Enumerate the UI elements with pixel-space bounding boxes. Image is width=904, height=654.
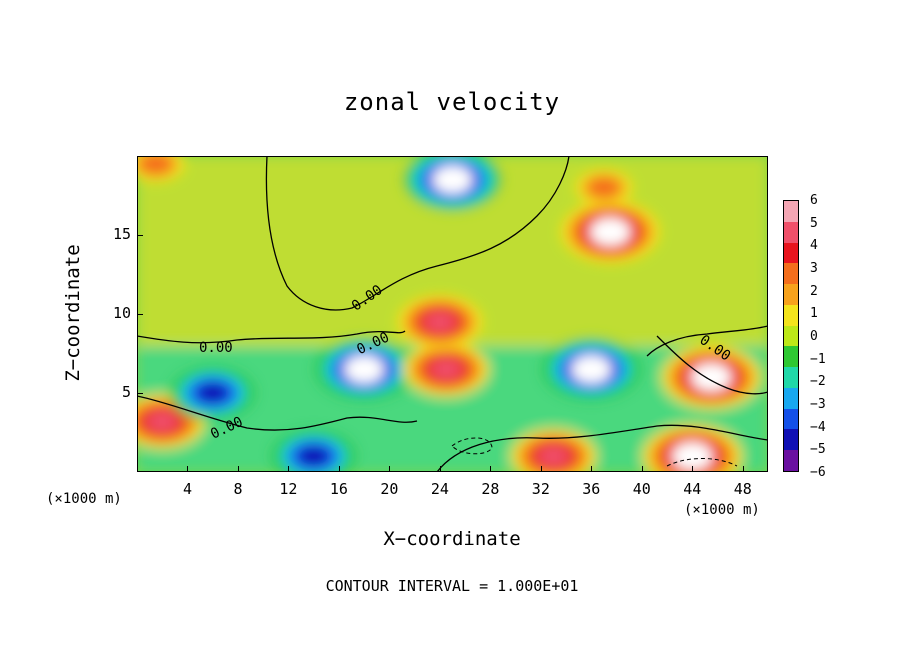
plot-area: 0.00 0.00 0.00 0.00 0.00: [137, 156, 768, 472]
contour-zero-right: [646, 325, 768, 357]
x-tick-label: 44: [683, 480, 702, 498]
x-tick-label: 40: [632, 480, 651, 498]
field-feature: [588, 178, 619, 198]
colorbar-label: −6: [810, 465, 826, 480]
x-tick-mark: [540, 466, 542, 472]
colorbar-label: −4: [810, 419, 826, 435]
x-tick-label: 24: [430, 480, 449, 498]
x-axis-label: X−coordinate: [383, 528, 521, 550]
colorbar-label: 4: [810, 238, 818, 254]
contour-zero-bottom: [436, 424, 768, 472]
y-tick-mark: [137, 393, 143, 394]
colorbar-label: −2: [810, 374, 826, 390]
x-tick-mark: [591, 466, 593, 472]
colorbar-label: 3: [810, 261, 818, 276]
field-saturated: [344, 355, 385, 384]
field-feature: [197, 383, 228, 403]
field-saturated: [691, 363, 732, 392]
x-tick-mark: [641, 466, 643, 472]
x-tick-mark: [338, 466, 340, 472]
colorbar-segment: [784, 450, 798, 471]
colorbar: [783, 200, 799, 472]
x-tick-label: 28: [481, 480, 500, 498]
colorbar-segment: [784, 242, 798, 264]
y-tick-label: 5: [121, 383, 131, 401]
colorbar-segment: [784, 408, 798, 430]
x-tick-mark: [490, 466, 492, 472]
x-tick-label: 8: [233, 480, 243, 498]
x-tick-mark: [237, 466, 239, 472]
contour-zero-upper: [265, 156, 570, 311]
colorbar-segment: [784, 284, 798, 305]
contour-label: 0.00: [199, 340, 233, 356]
field-feature: [298, 446, 329, 466]
contour-zero-mid: [137, 330, 406, 344]
colorbar-label: −5: [810, 442, 826, 458]
colorbar-label: 6: [810, 193, 818, 208]
field-feature: [538, 446, 569, 466]
colorbar-label: 2: [810, 283, 818, 299]
y-tick-label: 15: [112, 225, 131, 243]
x-tick-label: 32: [531, 480, 550, 498]
contour-zero-low: [137, 395, 418, 431]
x-tick-mark: [439, 466, 441, 472]
colorbar-segment: [784, 201, 798, 222]
y-tick-label: 10: [112, 304, 131, 322]
x-tick-label: 16: [329, 480, 348, 498]
y-tick-mark: [137, 235, 143, 236]
field-saturated: [571, 355, 612, 384]
colorbar-segment: [784, 263, 798, 285]
colorbar-label: −1: [810, 351, 826, 367]
field-saturated: [432, 165, 473, 194]
y-axis-label: Z−coordinate: [62, 244, 84, 382]
x-tick-label: 12: [279, 480, 298, 498]
field-feature: [424, 312, 455, 332]
contour-zero-right-low: [656, 335, 768, 395]
colorbar-segment: [784, 387, 798, 409]
colorbar-label: −3: [810, 397, 826, 412]
x-unit-left: (×1000 m): [46, 491, 122, 507]
colorbar-segment: [784, 304, 798, 326]
x-unit-right: (×1000 m): [684, 502, 760, 518]
x-tick-label: 4: [182, 480, 192, 498]
field-feature: [147, 411, 178, 431]
field-feature: [431, 359, 462, 379]
colorbar-segment: [784, 346, 798, 368]
contour-dashed-2: [666, 458, 738, 467]
colorbar-segment: [784, 325, 798, 347]
x-tick-label: 36: [582, 480, 601, 498]
x-tick-mark: [389, 466, 391, 472]
colorbar-segment: [784, 429, 798, 451]
x-tick-mark: [692, 466, 694, 472]
chart-title: zonal velocity: [343, 88, 561, 116]
field-saturated: [672, 442, 713, 471]
colorbar-segment: [784, 221, 798, 243]
x-tick-mark: [742, 466, 744, 472]
colorbar-label: 0: [810, 329, 818, 344]
x-tick-mark: [187, 466, 189, 472]
y-tick-mark: [137, 314, 143, 315]
heatmap-field: 0.00 0.00 0.00 0.00 0.00: [137, 156, 768, 472]
colorbar-label: 1: [810, 306, 818, 322]
colorbar-label: 5: [810, 215, 818, 231]
field-saturated: [590, 217, 631, 246]
field-feature: [140, 156, 171, 174]
contour-interval-note: CONTOUR INTERVAL = 1.000E+01: [325, 577, 579, 595]
x-tick-label: 20: [380, 480, 399, 498]
colorbar-segment: [784, 367, 798, 388]
x-tick-label: 48: [733, 480, 752, 498]
contour-dashed-1: [451, 437, 493, 455]
x-tick-mark: [288, 466, 290, 472]
